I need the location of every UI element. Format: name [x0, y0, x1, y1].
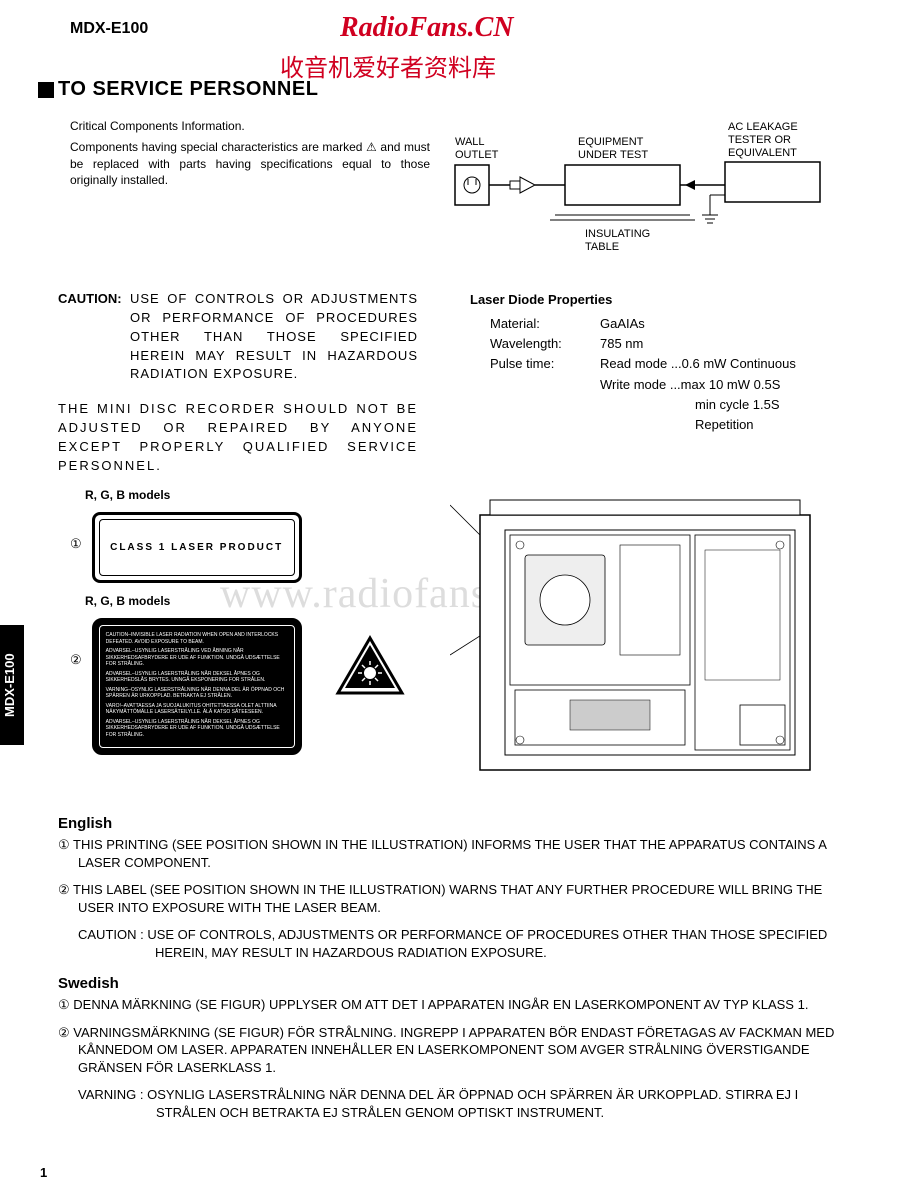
device-top-view: [450, 495, 830, 785]
english-caution: CAUTION : USE OF CONTROLS, ADJUSTMENTS O…: [78, 926, 858, 961]
laser-properties: Laser Diode Properties Material:GaAIAs W…: [470, 290, 870, 435]
caution-body: USE OF CONTROLS OR ADJUSTMENTS OR PERFOR…: [130, 290, 418, 384]
caution-line-5: ADVARSEL–USYNLIG LASERSTRÅLING NÅR DEKSE…: [106, 719, 288, 739]
swedish-title: Swedish: [58, 975, 858, 992]
caution-label-box: CAUTION–INVISIBLE LASER RADIATION WHEN O…: [92, 618, 302, 755]
circled-2: ②: [70, 652, 82, 668]
model-number: MDX-E100: [70, 20, 148, 38]
laser-wavelength-v: 785 nm: [600, 334, 643, 354]
swedish-section: Swedish ① DENNA MÄRKNING (SE FIGUR) UPPL…: [58, 975, 858, 1121]
laser-wavelength-k: Wavelength:: [490, 334, 600, 354]
laser-material-k: Material:: [490, 314, 600, 334]
section-bullet: [38, 82, 54, 98]
english-section: English ① THIS PRINTING (SEE POSITION SH…: [58, 815, 858, 961]
circled-1: ①: [70, 536, 82, 552]
leakage-test-diagram: WALL OUTLET EQUIPMENT UNDER TEST INSULAT…: [450, 115, 850, 255]
svg-text:EQUIVALENT: EQUIVALENT: [728, 147, 797, 159]
watermark-title: RadioFans.CN: [340, 12, 514, 44]
minidisc-warning: THE MINI DISC RECORDER SHOULD NOT BE ADJ…: [58, 400, 418, 475]
section-title: TO SERVICE PERSONNEL: [58, 78, 318, 101]
test-diagram-svg: WALL OUTLET EQUIPMENT UNDER TEST INSULAT…: [450, 115, 850, 255]
english-item1: ① THIS PRINTING (SEE POSITION SHOWN IN T…: [58, 836, 858, 871]
laser-pulse-v2: Write mode ...max 10 mW 0.5S: [600, 375, 780, 395]
svg-text:UNDER TEST: UNDER TEST: [578, 149, 648, 161]
laser-pulse-k: Pulse time:: [490, 354, 600, 374]
laser-material-v: GaAIAs: [600, 314, 645, 334]
caution-line-3: VARNING–OSYNLIG LASERSTRÅLNING NÄR DENNA…: [106, 687, 288, 700]
caution-label: CAUTION:: [58, 290, 130, 309]
page-number: 1: [40, 1165, 47, 1180]
svg-text:TESTER OR: TESTER OR: [728, 134, 791, 146]
swedish-varning: VARNING : OSYNLIG LASERSTRÅLNING NÄR DEN…: [78, 1086, 858, 1121]
laser-warning-triangle-icon: [335, 635, 405, 697]
models-label-2: R, G, B models: [85, 594, 302, 608]
critical-line2: Components having special characteristic…: [70, 139, 430, 189]
svg-text:TABLE: TABLE: [585, 241, 619, 253]
svg-text:INSULATING: INSULATING: [585, 228, 650, 240]
label1-area: R, G, B models ① CLASS 1 LASER PRODUCT: [85, 488, 302, 583]
models-label-1: R, G, B models: [85, 488, 302, 502]
caution-line-0: CAUTION–INVISIBLE LASER RADIATION WHEN O…: [106, 632, 288, 645]
laser-pulse-v3: min cycle 1.5S: [695, 395, 780, 415]
caution-line-1: ADVARSEL–USYNLIG LASERSTRÅLING VED ÅBNIN…: [106, 648, 288, 668]
critical-info: Critical Components Information. Compone…: [70, 118, 430, 193]
swedish-item2: ② VARNINGSMÄRKNING (SE FIGUR) FÖR STRÅLN…: [58, 1024, 858, 1077]
label2-area: R, G, B models ② CAUTION–INVISIBLE LASER…: [85, 594, 302, 755]
svg-text:EQUIPMENT: EQUIPMENT: [578, 136, 644, 148]
critical-line1: Critical Components Information.: [70, 118, 430, 135]
laser-pulse-v4: Repetition: [695, 415, 754, 435]
english-title: English: [58, 815, 858, 832]
swedish-item1: ① DENNA MÄRKNING (SE FIGUR) UPPLYSER OM …: [58, 996, 858, 1014]
english-item2: ② THIS LABEL (SEE POSITION SHOWN IN THE …: [58, 881, 858, 916]
class1-text: CLASS 1 LASER PRODUCT: [99, 519, 295, 576]
caution-label-inner: CAUTION–INVISIBLE LASER RADIATION WHEN O…: [99, 625, 295, 748]
caution-block: CAUTION: USE OF CONTROLS OR ADJUSTMENTS …: [58, 290, 418, 476]
caution-line-2: ADVARSEL–USYNLIG LASERSTRÅLING NÅR DEKSE…: [106, 671, 288, 684]
class1-label-box: CLASS 1 LASER PRODUCT: [92, 512, 302, 583]
svg-text:OUTLET: OUTLET: [455, 149, 499, 161]
laser-title: Laser Diode Properties: [470, 290, 870, 310]
side-tab: MDX-E100: [0, 625, 24, 745]
laser-pulse-v1: Read mode ...0.6 mW Continuous: [600, 354, 796, 374]
svg-text:AC LEAKAGE: AC LEAKAGE: [728, 121, 798, 133]
svg-text:WALL: WALL: [455, 136, 485, 148]
caution-line-4: VARO!–AVATTAESSA JA SUOJALUKITUS OHITETT…: [106, 703, 288, 716]
